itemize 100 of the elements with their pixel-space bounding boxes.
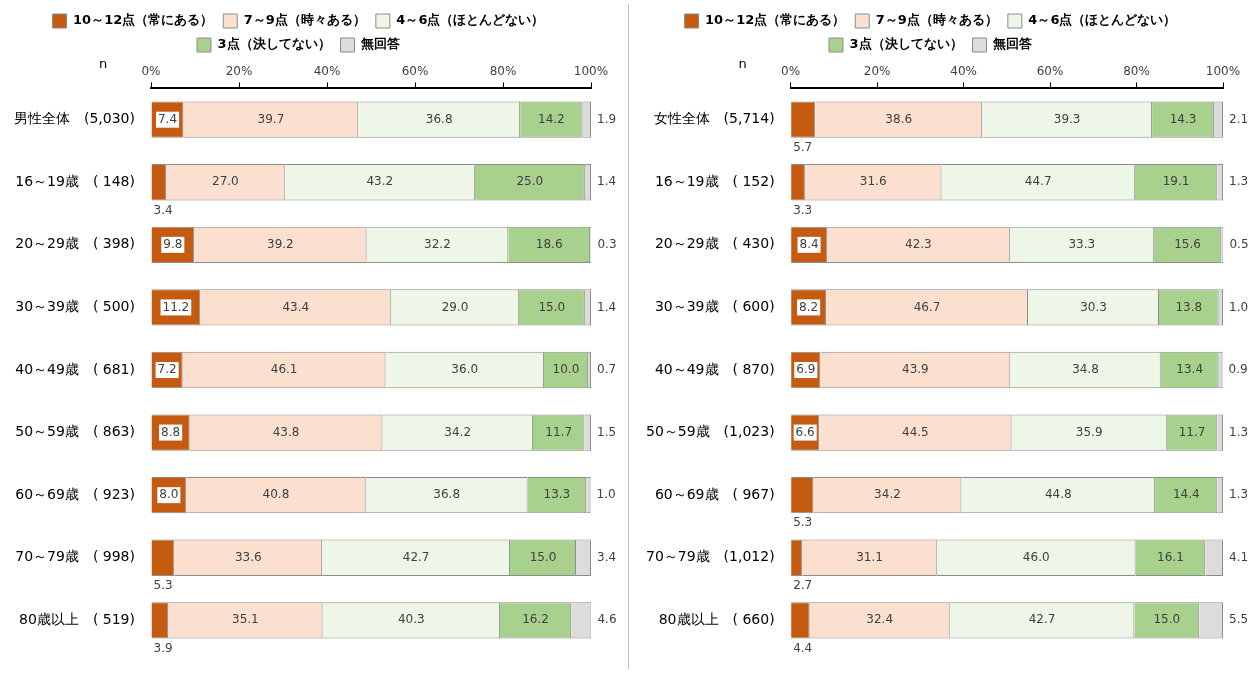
data-label: 6.9 [796,362,816,377]
data-label: 1.0 [1229,299,1249,314]
data-label: 8.2 [799,299,819,314]
data-label: 19.1 [1162,174,1190,189]
y-tick-label: 女性全体 (5,714) [653,110,775,127]
data-label: 3.4 [597,549,617,564]
data-label: 36.0 [451,362,479,377]
legend-label: 10～12点（常にある） [73,12,214,28]
data-label: 39.7 [257,111,285,126]
data-label: 14.4 [1172,487,1200,502]
y-tick-label: 50～59歳 ( 863) [15,423,135,440]
y-tick-label: 70～79歳 (1,012) [645,548,775,565]
data-label: 4.4 [793,640,813,655]
data-label: 0.3 [597,236,617,251]
y-tick-label: 40～49歳 ( 681) [15,360,135,377]
data-label: 16.2 [522,612,549,627]
data-label: 1.3 [1229,174,1249,189]
legend-label: 7～9点（時々ある） [243,12,366,28]
data-label: 40.3 [397,612,425,627]
legend-label: 3点（決してない） [217,36,331,52]
legend-label: 4～6点（ほとんどない） [396,12,545,28]
data-label: 4.1 [1229,549,1249,564]
data-label: 32.4 [866,612,894,627]
data-label: 14.2 [538,111,565,126]
y-tick-label: 16～19歳 ( 148) [15,172,135,189]
y-tick-label: 60～69歳 ( 923) [15,485,135,502]
legend-label: 3点（決してない） [849,36,963,52]
data-label: 13.4 [1176,362,1204,377]
data-label: 8.8 [161,424,181,439]
data-label: 43.2 [366,174,394,189]
data-label: 15.6 [1174,236,1201,251]
data-label: 44.5 [902,424,929,439]
legend-label: 4～6点（ほとんどない） [1028,12,1177,28]
data-label: 15.0 [1153,612,1181,627]
x-tick-label: 0% [141,64,161,79]
data-label: 38.6 [885,111,913,126]
y-tick-label: 20～29歳 ( 430) [654,235,775,252]
y-tick-label: 16～19歳 ( 152) [654,172,775,189]
data-label: 3.3 [793,202,813,217]
data-label: 9.8 [163,236,183,251]
data-label: 1.5 [597,424,617,439]
data-label: 1.3 [1229,424,1249,439]
y-tick-label: 80歳以上 ( 660) [658,610,775,627]
x-tick-label: 40% [313,64,341,79]
data-label: 1.0 [596,487,616,502]
x-tick-label: 20% [863,64,891,79]
data-label: 5.5 [1229,612,1249,627]
data-label: 29.0 [441,299,469,314]
data-label: 31.1 [856,549,883,564]
data-label: 18.6 [535,236,563,251]
x-tick-label: 80% [1123,64,1150,79]
data-label: 43.4 [282,299,310,314]
data-label: 1.4 [597,299,617,314]
data-label: 43.9 [902,362,929,377]
data-label: 0.7 [597,362,617,377]
data-label: 5.7 [793,139,813,154]
data-label: 7.2 [157,362,177,377]
legend-label: 無回答 [992,36,1033,52]
y-tick-label: 30～39歳 ( 500) [15,298,135,315]
x-tick-label: 40% [950,64,977,79]
y-tick-label: 40～49歳 ( 870) [654,360,775,377]
data-label: 3.9 [153,640,173,655]
data-label: 34.8 [1072,362,1099,377]
data-label: 16.1 [1157,549,1184,564]
data-label: 36.8 [433,487,461,502]
data-label: 46.1 [270,362,298,377]
data-label: 42.3 [905,236,932,251]
data-label: 5.3 [153,578,173,593]
data-label: 11.7 [1178,424,1206,439]
x-tick-label: 100% [573,64,609,79]
x-tick-label: 20% [225,64,253,79]
data-label: 11.2 [162,299,190,314]
data-label: 1.9 [597,111,617,126]
data-label: 30.3 [1080,299,1107,314]
data-label: 46.0 [1022,549,1050,564]
data-label: 7.4 [157,111,178,126]
data-label: 2.1 [1229,111,1249,126]
data-label: 0.5 [1229,236,1249,251]
data-label: 42.7 [1028,612,1056,627]
data-label: 11.7 [545,424,573,439]
data-label: 25.0 [516,174,544,189]
x-tick-label: 0% [781,64,801,79]
x-tick-label: 60% [401,64,429,79]
x-tick-label: 100% [1205,64,1241,79]
data-label: 42.7 [402,549,430,564]
y-tick-label: 20～29歳 ( 398) [15,235,135,252]
data-label: 1.3 [1229,487,1249,502]
data-label: 33.6 [234,549,262,564]
data-label: 46.7 [913,299,941,314]
data-label: 13.3 [543,487,571,502]
data-label: 10.0 [552,362,580,377]
y-tick-label: 30～39歳 ( 600) [654,298,775,315]
data-label: 40.8 [262,487,290,502]
data-label: 34.2 [874,487,901,502]
legend-label: 10～12点（常にある） [705,12,846,28]
data-label: 27.0 [212,174,239,189]
data-label: 32.2 [424,236,451,251]
legend-label: 無回答 [360,36,401,52]
data-label: 35.9 [1075,424,1103,439]
data-label: 15.0 [538,299,566,314]
